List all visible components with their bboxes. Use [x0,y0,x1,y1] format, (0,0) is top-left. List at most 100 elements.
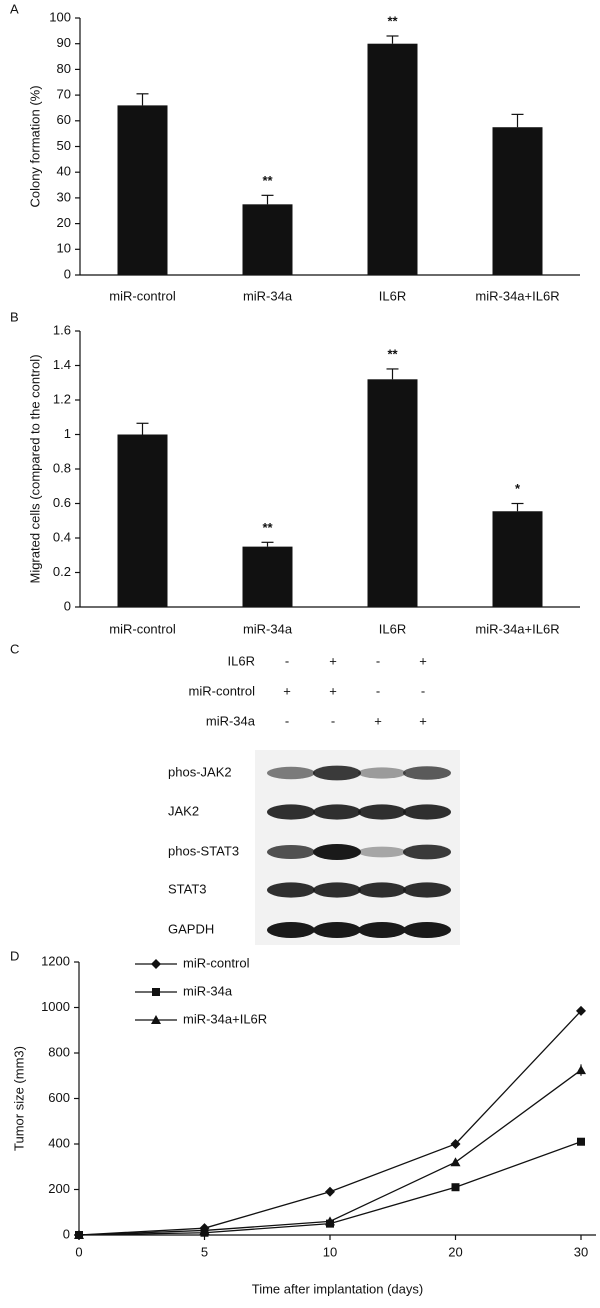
marker [577,1137,585,1146]
blot-band [358,846,406,858]
y-tick-label: 20 [57,215,71,230]
panel-label: D [10,948,19,963]
band-label: phos-JAK2 [168,764,232,779]
y-tick-label: 400 [48,1135,70,1150]
x-tick-label: 0 [75,1244,82,1259]
significance: * [515,481,521,496]
marker [152,988,160,996]
condition-mark: + [419,653,427,668]
x-tick-label: miR-34a [243,288,293,303]
y-tick-label: 0 [64,598,71,613]
legend-label: miR-control [183,955,250,970]
y-tick-label: 10 [57,241,71,256]
blot-band [313,844,361,860]
y-tick-label: 0.2 [53,564,71,579]
series-line [78,1069,582,1236]
significance: ** [387,346,398,361]
blot-band [267,766,315,780]
panel-label: B [10,309,19,324]
blot-band [267,804,315,820]
blot-band [313,882,361,898]
y-tick-label: 30 [57,189,71,204]
x-tick-label: miR-34a [243,621,293,636]
marker [325,1216,335,1226]
marker [450,1157,461,1167]
condition-label: miR-34a [206,713,256,728]
condition-mark: - [376,683,380,698]
y-tick-label: 600 [48,1090,70,1105]
condition-mark: + [374,713,382,728]
marker [151,1015,161,1024]
condition-mark: - [376,653,380,668]
y-tick-label: 80 [57,61,71,76]
y-tick-label: 100 [49,9,71,24]
blot-band [358,804,406,820]
marker [199,1225,210,1235]
blot-band [403,804,451,820]
x-tick-label: miR-34a+IL6R [475,621,559,636]
y-tick-label: 50 [57,138,71,153]
blot-band [267,845,315,859]
x-tick-label: 5 [201,1244,208,1259]
band-label: JAK2 [168,803,199,818]
marker [74,1230,84,1239]
y-tick-label: 40 [57,164,71,179]
blot-band [403,844,451,860]
condition-mark: - [285,713,289,728]
y-tick-label: 0.4 [53,529,71,544]
panel-label: C [10,641,19,656]
y-tick-label: 1 [64,426,71,441]
series-line [78,1010,582,1236]
bar [492,127,543,275]
x-tick-label: IL6R [379,288,406,303]
y-tick-label: 0.6 [53,495,71,510]
blot-band [358,882,406,898]
y-tick-label: 0 [64,266,71,281]
x-tick-label: miR-control [109,621,176,636]
blot-band [267,882,315,898]
x-tick-label: 10 [323,1244,337,1259]
y-tick-label: 800 [48,1044,70,1059]
bar [492,511,543,607]
y-tick-label: 1.2 [53,391,71,406]
significance: ** [262,173,273,188]
blot-band [403,882,451,898]
marker [151,959,161,969]
y-tick-label: 90 [57,35,71,50]
y-axis-title: Tumor size (mm3) [11,1046,26,1151]
y-tick-label: 0.8 [53,460,71,475]
marker [576,1005,586,1016]
marker [450,1139,461,1149]
y-axis-title: Migrated cells (compared to the control) [27,354,42,583]
band-label: phos-STAT3 [168,843,239,858]
y-tick-label: 1000 [41,999,70,1014]
bar [242,204,293,275]
x-tick-label: IL6R [379,621,406,636]
bar [367,379,418,607]
condition-mark: + [419,713,427,728]
condition-mark: - [421,683,425,698]
condition-mark: + [283,683,291,698]
y-axis-title: Colony formation (%) [27,85,42,207]
x-tick-label: 30 [574,1244,588,1259]
bar [242,546,293,607]
marker [451,1183,460,1192]
y-tick-label: 1.6 [53,322,71,337]
bar [117,105,168,275]
condition-mark: - [331,713,335,728]
legend-label: miR-34a [183,983,233,998]
band-label: STAT3 [168,881,207,896]
y-tick-label: 200 [48,1181,70,1196]
band-label: GAPDH [168,921,214,936]
blot-band [358,922,406,938]
significance: ** [262,520,273,535]
condition-mark: - [285,653,289,668]
x-tick-label: miR-34a+IL6R [475,288,559,303]
y-tick-label: 1200 [41,953,70,968]
blot-band [403,922,451,938]
marker [576,1065,586,1075]
blot-band [313,922,361,938]
blot-band [313,804,361,820]
y-tick-label: 70 [57,87,71,102]
